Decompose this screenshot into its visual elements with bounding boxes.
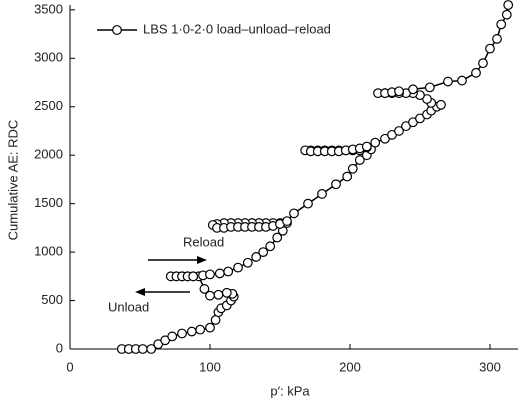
annotation: Reload bbox=[183, 234, 224, 249]
data-point bbox=[223, 266, 234, 277]
data-point bbox=[242, 257, 253, 268]
data-point bbox=[354, 155, 365, 165]
y-tick-label: 3500 bbox=[34, 1, 63, 16]
legend-marker bbox=[112, 25, 122, 35]
data-point bbox=[478, 58, 488, 69]
data-point bbox=[496, 19, 507, 30]
data-point bbox=[186, 326, 197, 337]
data-point bbox=[492, 34, 502, 44]
data-point bbox=[485, 43, 495, 54]
data-point bbox=[258, 247, 269, 257]
x-tick-label: 200 bbox=[339, 359, 361, 374]
data-point bbox=[167, 331, 178, 342]
data-point bbox=[457, 75, 467, 86]
data-point bbox=[436, 99, 446, 110]
data-point bbox=[272, 232, 283, 243]
data-point bbox=[503, 0, 514, 10]
data-point bbox=[289, 208, 299, 219]
data-point bbox=[177, 328, 187, 339]
y-tick-label: 500 bbox=[41, 292, 63, 307]
data-point bbox=[265, 241, 276, 252]
arrow-head bbox=[197, 256, 207, 264]
arrow-head bbox=[135, 288, 145, 296]
x-tick-label: 300 bbox=[479, 359, 501, 374]
data-point bbox=[221, 287, 232, 298]
data-point bbox=[251, 252, 262, 262]
y-tick-label: 2000 bbox=[34, 147, 63, 162]
data-point bbox=[303, 198, 313, 209]
data-point bbox=[471, 67, 481, 78]
data-point bbox=[394, 86, 404, 97]
data-point bbox=[317, 189, 327, 199]
data-point bbox=[137, 344, 148, 354]
data-point bbox=[408, 84, 418, 95]
x-tick-label: 0 bbox=[66, 359, 73, 374]
data-point bbox=[233, 262, 243, 273]
y-tick-label: 3000 bbox=[34, 50, 63, 65]
y-tick-label: 0 bbox=[56, 340, 63, 355]
data-point bbox=[213, 289, 224, 300]
data-point bbox=[146, 344, 157, 354]
data-point bbox=[347, 163, 358, 174]
data-point bbox=[342, 171, 353, 182]
data-line bbox=[121, 4, 509, 350]
data-point bbox=[501, 9, 512, 20]
data-point bbox=[195, 324, 206, 335]
data-point bbox=[282, 216, 292, 226]
data-point bbox=[205, 290, 215, 301]
y-tick-label: 1500 bbox=[34, 195, 63, 210]
y-axis-label: Cumulative AE: RDC bbox=[5, 120, 20, 241]
data-point bbox=[188, 271, 199, 282]
x-axis-label: p′: kPa bbox=[270, 383, 310, 398]
legend-label: LBS 1·0-2·0 load–unload–reload bbox=[143, 21, 331, 36]
data-point bbox=[331, 179, 341, 190]
data-point bbox=[370, 137, 381, 148]
data-point bbox=[394, 126, 404, 136]
data-point bbox=[205, 322, 215, 333]
data-point bbox=[205, 269, 215, 280]
annotation: Unload bbox=[108, 299, 149, 314]
data-point bbox=[361, 141, 372, 152]
data-point bbox=[214, 268, 225, 279]
x-tick-label: 100 bbox=[199, 359, 221, 374]
data-point bbox=[443, 76, 453, 87]
y-tick-label: 2500 bbox=[34, 98, 63, 113]
data-point bbox=[424, 82, 435, 93]
data-point bbox=[199, 284, 210, 294]
y-tick-label: 1000 bbox=[34, 244, 63, 259]
